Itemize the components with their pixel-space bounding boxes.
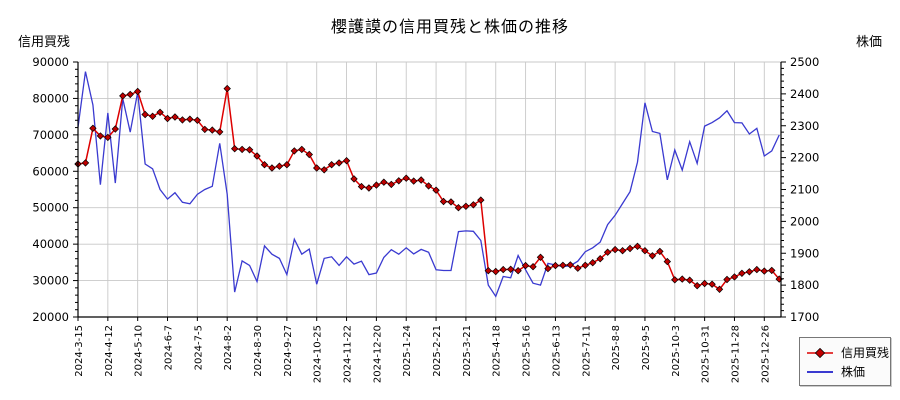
svg-text:90000: 90000 bbox=[32, 55, 69, 69]
svg-text:2025-10-3: 2025-10-3 bbox=[671, 325, 682, 377]
margin-balance-line-marker-icon bbox=[807, 347, 833, 358]
svg-text:2025-8-8: 2025-8-8 bbox=[611, 325, 622, 370]
svg-text:2025-3-21: 2025-3-21 bbox=[462, 325, 473, 377]
svg-text:80000: 80000 bbox=[32, 91, 69, 105]
left-axis-title: 信用買残 bbox=[18, 35, 71, 50]
svg-text:2025-9-5: 2025-9-5 bbox=[641, 325, 652, 370]
svg-text:50000: 50000 bbox=[32, 201, 69, 215]
svg-text:2500: 2500 bbox=[790, 55, 819, 69]
svg-text:2400: 2400 bbox=[790, 87, 819, 101]
legend-label-stock-price: 株価 bbox=[841, 365, 866, 379]
stock-price-line-icon bbox=[807, 370, 833, 373]
svg-text:2025-11-28: 2025-11-28 bbox=[730, 325, 741, 383]
svg-text:2025-12-26: 2025-12-26 bbox=[760, 325, 771, 383]
svg-text:1800: 1800 bbox=[790, 278, 819, 292]
svg-text:2025-4-18: 2025-4-18 bbox=[492, 325, 503, 377]
svg-text:2025-6-13: 2025-6-13 bbox=[551, 325, 562, 377]
svg-text:2025-1-24: 2025-1-24 bbox=[402, 325, 413, 377]
svg-text:70000: 70000 bbox=[32, 128, 69, 142]
svg-text:60000: 60000 bbox=[32, 164, 69, 178]
svg-text:2000: 2000 bbox=[790, 214, 819, 228]
legend: 信用買残 株価 bbox=[799, 337, 891, 386]
svg-text:30000: 30000 bbox=[32, 274, 69, 288]
svg-text:40000: 40000 bbox=[32, 237, 69, 251]
svg-text:2024-10-25: 2024-10-25 bbox=[313, 325, 324, 383]
svg-text:2024-12-20: 2024-12-20 bbox=[372, 325, 383, 383]
svg-text:2024-11-22: 2024-11-22 bbox=[343, 325, 354, 383]
svg-text:2024-3-15: 2024-3-15 bbox=[74, 325, 85, 377]
svg-text:2025-2-21: 2025-2-21 bbox=[432, 325, 443, 377]
svg-text:1900: 1900 bbox=[790, 246, 819, 260]
svg-text:2025-5-16: 2025-5-16 bbox=[522, 325, 533, 377]
chart-title: 櫻護謨の信用買残と株価の推移 bbox=[330, 17, 569, 36]
svg-text:2024-8-30: 2024-8-30 bbox=[253, 325, 264, 377]
svg-text:2024-8-2: 2024-8-2 bbox=[223, 325, 234, 370]
svg-text:2024-5-10: 2024-5-10 bbox=[134, 325, 145, 377]
svg-text:2024-6-7: 2024-6-7 bbox=[164, 325, 175, 370]
svg-text:2100: 2100 bbox=[790, 183, 819, 197]
svg-text:2200: 2200 bbox=[790, 151, 819, 165]
svg-text:2024-7-5: 2024-7-5 bbox=[193, 325, 204, 370]
svg-text:1700: 1700 bbox=[790, 310, 819, 324]
svg-text:2300: 2300 bbox=[790, 119, 819, 133]
svg-text:2025-7-11: 2025-7-11 bbox=[581, 325, 592, 377]
svg-text:2024-4-12: 2024-4-12 bbox=[104, 325, 115, 377]
svg-text:2024-9-27: 2024-9-27 bbox=[283, 325, 294, 377]
right-axis-title: 株価 bbox=[855, 35, 882, 50]
legend-label-margin-balance: 信用買残 bbox=[841, 346, 890, 360]
svg-text:20000: 20000 bbox=[32, 310, 69, 324]
legend-item-margin-balance: 信用買残 bbox=[806, 343, 889, 362]
legend-item-stock-price: 株価 bbox=[806, 362, 884, 381]
svg-text:2025-10-31: 2025-10-31 bbox=[701, 325, 712, 383]
